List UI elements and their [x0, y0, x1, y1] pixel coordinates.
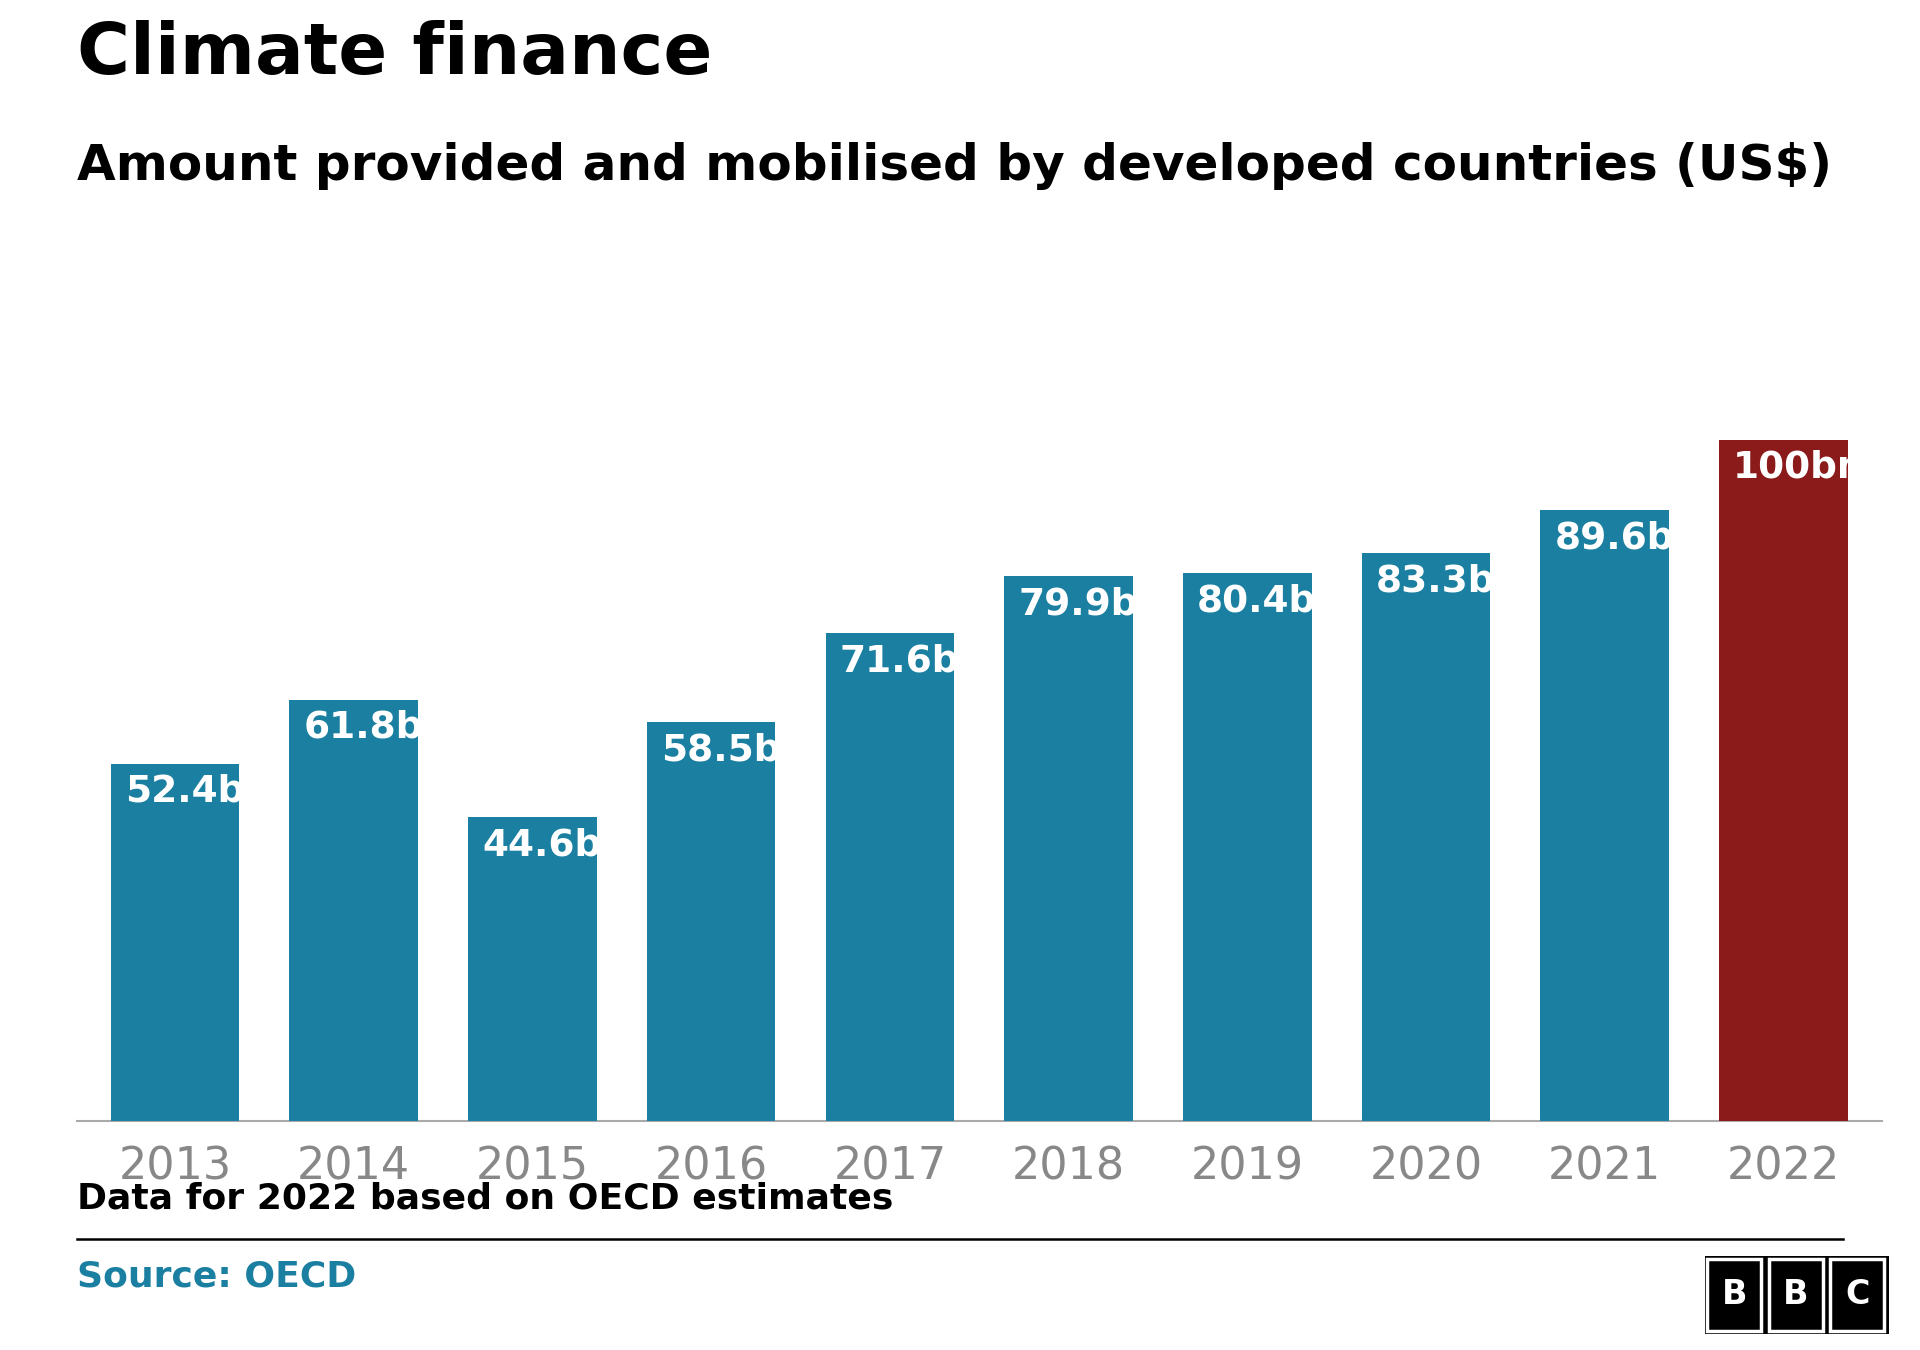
Text: B: B	[1722, 1278, 1747, 1311]
Text: Amount provided and mobilised by developed countries (US$): Amount provided and mobilised by develop…	[77, 142, 1832, 190]
Bar	[468, 817, 597, 1120]
Text: 100bn+: 100bn+	[1734, 450, 1897, 486]
Bar	[826, 633, 954, 1120]
Text: Source: OECD: Source: OECD	[77, 1260, 355, 1293]
Text: 52.4bn: 52.4bn	[125, 774, 271, 810]
FancyBboxPatch shape	[1707, 1258, 1761, 1331]
Bar	[1004, 576, 1133, 1120]
Text: C: C	[1845, 1278, 1870, 1311]
Bar	[1361, 554, 1490, 1120]
Text: 58.5bn: 58.5bn	[660, 733, 806, 768]
Text: Data for 2022 based on OECD estimates: Data for 2022 based on OECD estimates	[77, 1181, 893, 1215]
Bar	[1540, 510, 1668, 1120]
Text: 83.3bn: 83.3bn	[1377, 563, 1523, 599]
FancyBboxPatch shape	[1830, 1258, 1884, 1331]
Text: Climate finance: Climate finance	[77, 20, 712, 89]
Bar	[1183, 574, 1311, 1120]
Bar	[647, 722, 776, 1120]
Text: 61.8bn: 61.8bn	[303, 710, 449, 747]
Text: B: B	[1784, 1278, 1809, 1311]
Text: 79.9bn: 79.9bn	[1018, 587, 1165, 622]
Bar	[290, 699, 419, 1120]
Text: 89.6bn: 89.6bn	[1555, 521, 1701, 556]
FancyBboxPatch shape	[1768, 1258, 1822, 1331]
Bar	[1718, 440, 1847, 1120]
Text: 71.6bn: 71.6bn	[839, 643, 987, 679]
Text: 80.4bn: 80.4bn	[1198, 583, 1344, 620]
Text: 44.6bn: 44.6bn	[482, 828, 628, 863]
Bar	[111, 764, 240, 1120]
